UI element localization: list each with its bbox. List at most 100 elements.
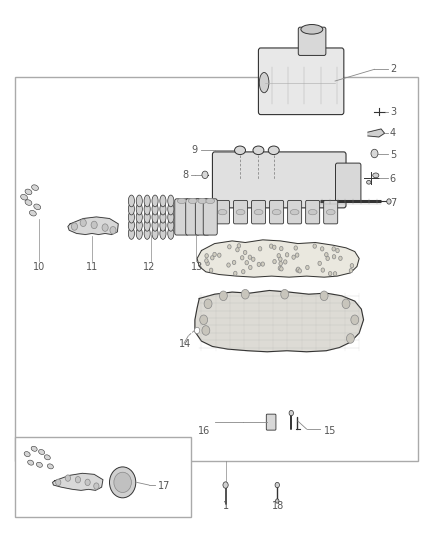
Ellipse shape [236,209,245,215]
Circle shape [332,255,336,259]
Circle shape [241,289,249,299]
Text: 8: 8 [182,170,188,180]
Circle shape [275,482,279,488]
Ellipse shape [235,146,245,155]
Ellipse shape [160,203,166,215]
Circle shape [202,171,208,179]
Ellipse shape [32,185,39,190]
Circle shape [245,261,248,265]
Circle shape [248,255,252,260]
Circle shape [298,269,301,273]
FancyBboxPatch shape [233,200,247,224]
Circle shape [278,266,282,270]
Text: 12: 12 [143,262,155,271]
Circle shape [283,260,287,264]
Ellipse shape [21,195,28,200]
Circle shape [206,261,209,265]
Circle shape [205,259,208,263]
Text: 17: 17 [158,481,170,491]
Circle shape [71,223,78,230]
Circle shape [350,263,353,268]
Polygon shape [368,129,385,137]
Circle shape [85,479,90,486]
Ellipse shape [128,220,134,231]
Ellipse shape [144,203,150,215]
Ellipse shape [152,195,158,207]
Text: 1: 1 [223,502,229,511]
Ellipse shape [44,455,50,460]
Ellipse shape [34,204,41,209]
Circle shape [102,224,108,231]
Ellipse shape [253,146,264,155]
Ellipse shape [39,449,45,455]
Circle shape [318,261,321,265]
Ellipse shape [268,146,279,155]
Circle shape [202,326,210,335]
Circle shape [272,245,276,249]
Circle shape [276,499,279,503]
Circle shape [249,265,252,270]
Ellipse shape [152,228,158,239]
Circle shape [244,251,247,255]
Circle shape [204,299,212,309]
Circle shape [339,256,342,261]
Ellipse shape [301,25,323,34]
Circle shape [269,244,273,248]
Ellipse shape [144,220,150,231]
Ellipse shape [110,467,136,498]
Circle shape [297,267,300,271]
Ellipse shape [367,180,371,184]
Text: 13: 13 [191,262,203,271]
Ellipse shape [272,209,281,215]
FancyBboxPatch shape [269,200,283,224]
Text: 10: 10 [33,262,46,271]
Ellipse shape [114,472,131,492]
Ellipse shape [168,228,174,239]
FancyBboxPatch shape [251,200,265,224]
Circle shape [321,247,324,251]
Circle shape [277,254,280,258]
Circle shape [241,270,245,274]
Ellipse shape [152,203,158,215]
Circle shape [223,482,228,488]
Circle shape [332,247,336,251]
Circle shape [213,252,216,256]
Circle shape [194,327,200,334]
Circle shape [349,269,353,273]
Ellipse shape [31,446,37,451]
FancyBboxPatch shape [215,200,230,224]
FancyBboxPatch shape [306,200,320,224]
FancyBboxPatch shape [203,199,217,235]
Polygon shape [68,217,118,235]
Circle shape [371,149,378,158]
Ellipse shape [128,203,134,215]
FancyBboxPatch shape [298,27,326,55]
Circle shape [209,268,213,272]
Bar [15,77,418,461]
Circle shape [228,245,231,249]
Circle shape [80,219,86,227]
FancyBboxPatch shape [266,414,276,430]
Circle shape [110,227,116,234]
Bar [15,437,191,517]
Ellipse shape [308,209,317,215]
FancyBboxPatch shape [195,199,209,235]
Ellipse shape [128,195,134,207]
Circle shape [236,248,239,252]
Circle shape [351,315,359,325]
Text: 14: 14 [179,339,191,349]
Circle shape [218,253,221,257]
Ellipse shape [168,220,174,231]
Circle shape [306,265,309,270]
Text: 9: 9 [191,146,197,155]
Text: 11: 11 [86,262,98,271]
Ellipse shape [47,464,53,469]
Circle shape [328,271,332,276]
FancyBboxPatch shape [258,48,344,115]
Ellipse shape [160,195,166,207]
Ellipse shape [152,211,158,223]
Circle shape [313,244,316,248]
Ellipse shape [128,228,134,239]
FancyBboxPatch shape [336,163,361,202]
Circle shape [333,272,337,276]
